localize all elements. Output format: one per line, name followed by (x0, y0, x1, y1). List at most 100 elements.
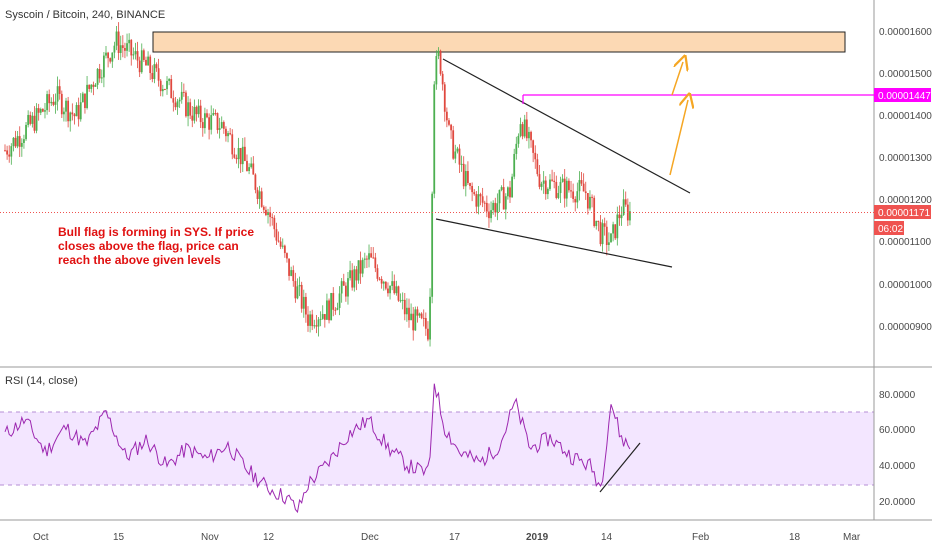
candle-body (576, 191, 579, 203)
candle-body (454, 151, 457, 159)
candle-body (351, 270, 354, 288)
annotation-line-1: Bull flag is forming in SYS. If price (58, 225, 254, 239)
candle-body (309, 314, 312, 326)
candle-body (469, 183, 471, 186)
candle-body (126, 43, 128, 51)
candle-body (292, 270, 295, 282)
last-price-label: 0.00001171 (878, 208, 931, 219)
candle-body (483, 202, 486, 204)
candle-body (382, 281, 385, 284)
candle-body (622, 199, 625, 215)
candle-body (302, 296, 305, 309)
candle-body (172, 98, 175, 103)
candle-body (153, 64, 156, 80)
candle-body (67, 100, 70, 122)
candle-body (496, 203, 499, 213)
x-tick-label: Oct (33, 532, 49, 543)
candle-body (553, 180, 556, 183)
candle-body (75, 105, 78, 117)
candle-body (294, 281, 297, 299)
candle-body (603, 223, 606, 227)
candle-body (620, 214, 623, 219)
y-tick-label: 0.00001100 (879, 237, 932, 248)
candle-body (50, 101, 53, 104)
candle-body (477, 194, 480, 207)
candle-body (56, 86, 59, 102)
candle-body (629, 211, 631, 221)
candle-body (328, 300, 330, 321)
candle-body (376, 268, 379, 279)
candle-body (279, 241, 282, 247)
candle-body (237, 147, 240, 160)
candle-body (182, 91, 185, 93)
candle-body (180, 91, 183, 100)
candle-body (256, 189, 259, 199)
candle-body (109, 58, 112, 62)
candle-body (448, 120, 450, 125)
candle-body (586, 193, 589, 209)
rsi-tick-label: 60.0000 (879, 425, 916, 436)
candle-body (368, 253, 370, 260)
candle-body (161, 89, 164, 92)
candle-body (46, 94, 48, 111)
candle-body (584, 191, 587, 194)
candle-body (542, 180, 545, 184)
candle-body (311, 314, 314, 327)
y-tick-label: 0.00001400 (879, 111, 932, 122)
candle-body (389, 285, 391, 294)
candle-body (48, 94, 51, 104)
candle-body (467, 171, 469, 184)
candle-body (197, 105, 200, 115)
candle-body (113, 45, 116, 53)
candle-body (16, 136, 19, 147)
candle-body (471, 185, 474, 193)
candle-body (353, 269, 356, 288)
candle-body (551, 179, 553, 181)
candle-body (435, 56, 438, 85)
x-tick-label: 14 (601, 532, 613, 543)
candle-body (140, 50, 143, 73)
y-tick-label: 0.00001200 (879, 195, 932, 206)
candle-body (115, 31, 118, 46)
candle-body (79, 102, 82, 120)
candle-body (405, 307, 408, 315)
candle-body (498, 189, 501, 204)
candle-body (313, 325, 316, 327)
candle-body (168, 79, 171, 81)
y-tick-label: 0.00001000 (879, 280, 932, 291)
x-tick-label: 2019 (526, 532, 549, 543)
candle-body (100, 77, 103, 79)
candle-body (283, 245, 286, 254)
candle-body (102, 55, 105, 78)
candle-body (340, 281, 343, 294)
candle-body (361, 259, 364, 274)
y-tick-label: 0.00001600 (879, 27, 932, 38)
candle-body (20, 142, 23, 147)
candle-body (387, 288, 389, 294)
candle-body (355, 269, 358, 281)
candle-body (96, 68, 99, 85)
candle-body (315, 325, 318, 327)
candle-body (475, 194, 478, 207)
candle-body (445, 111, 448, 121)
candle-body (187, 102, 189, 117)
candle-body (145, 59, 147, 66)
candle-body (395, 286, 398, 294)
candle-body (414, 309, 417, 331)
candle-body (227, 133, 229, 137)
candle-body (485, 202, 488, 212)
candle-body (460, 163, 463, 165)
candle-body (107, 52, 110, 59)
candle-body (157, 68, 160, 81)
candle-body (130, 39, 133, 56)
candle-body (464, 171, 467, 187)
candle-body (439, 50, 442, 74)
candle-body (504, 196, 507, 210)
y-tick-label: 0.00001500 (879, 69, 932, 80)
candle-body (206, 113, 208, 118)
candle-body (349, 270, 351, 279)
candle-body (10, 146, 13, 157)
candle-body (29, 114, 32, 124)
candle-body (229, 133, 232, 135)
